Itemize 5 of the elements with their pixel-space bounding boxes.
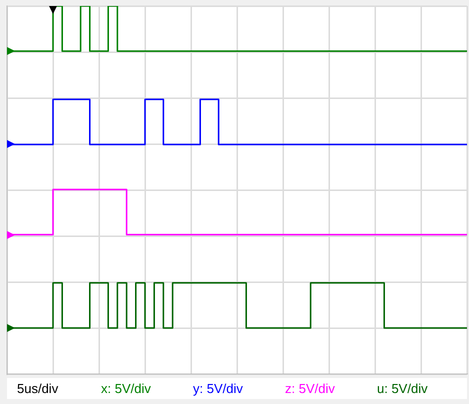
- text: z: 5V/div: [284, 381, 336, 396]
- text: 5us/div: [16, 381, 60, 396]
- text: x: 5V/div: [100, 381, 152, 396]
- text: y: 5V/div: [192, 381, 244, 396]
- text: u: 5V/div: [376, 381, 429, 396]
